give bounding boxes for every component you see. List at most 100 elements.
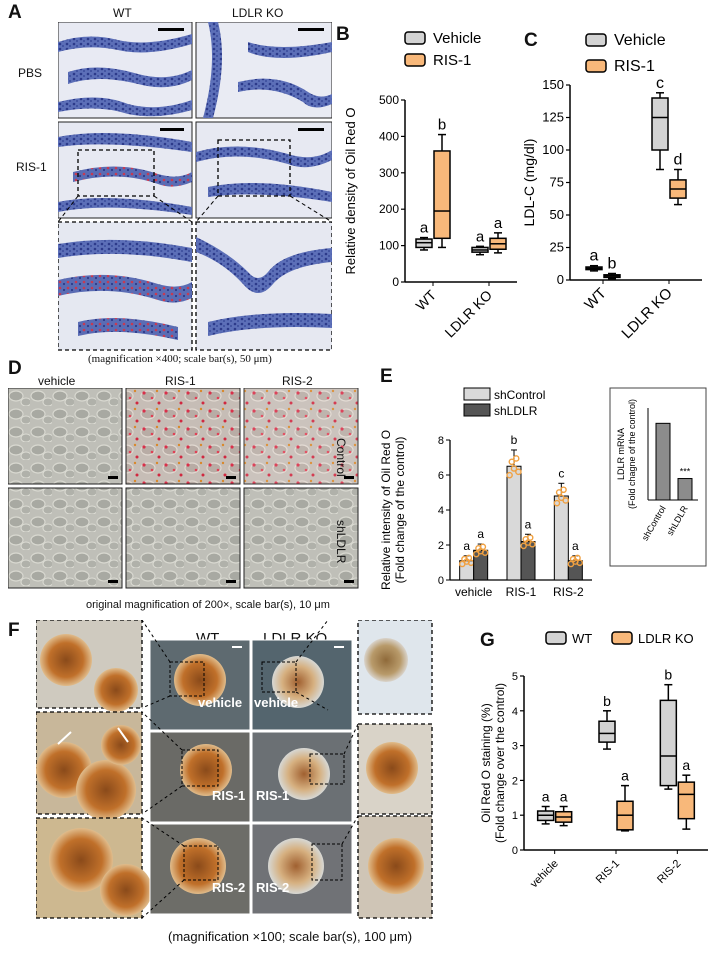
legend-label: WT: [572, 631, 592, 646]
legend-label: LDLR KO: [638, 631, 694, 646]
y-tick-label: 5: [512, 671, 518, 683]
y-axis-label-2: (Fold change over the control): [493, 683, 507, 843]
significance-letter: b: [603, 693, 611, 709]
panel-a-col-wt: WT: [113, 6, 132, 20]
box-ris-1: [433, 150, 451, 240]
panel-d-col-ris1: RIS-1: [165, 374, 196, 388]
panel-f-label-ko-ris1: RIS-1: [256, 788, 290, 803]
significance-letter: a: [494, 215, 503, 232]
significance-letter: c: [558, 466, 564, 480]
panel-a-row-pbs: PBS: [18, 66, 43, 80]
panel-a-row-ris1: RIS-1: [16, 160, 47, 174]
significance-letter: a: [420, 220, 429, 237]
data-point: [472, 550, 480, 558]
x-tick-label: WT: [412, 286, 439, 313]
y-tick-label: 500: [379, 93, 399, 107]
significance-letter: a: [682, 757, 690, 773]
legend-label: RIS-1: [433, 52, 471, 69]
inset-bar: [655, 422, 671, 501]
legend-swatch: [585, 33, 607, 47]
y-tick-label: 6: [438, 470, 444, 482]
data-point: [560, 486, 567, 494]
legend-label: Vehicle: [614, 32, 666, 49]
x-tick-label: vehicle: [528, 858, 561, 891]
x-tick-label: RIS-1: [594, 858, 622, 886]
inset-y-label-2: (Fold chagne of the control): [627, 399, 637, 509]
legend-label: RIS-1: [614, 58, 655, 75]
panel-d-micrographs: [8, 388, 359, 589]
box-vehicle: [651, 97, 669, 151]
data-point: [529, 540, 536, 548]
significance-letter: b: [608, 256, 617, 273]
legend-swatch: [545, 631, 567, 645]
data-point: [576, 559, 584, 567]
a-wt-zoom-image: [58, 221, 193, 351]
panel-f-label-wt-ris2: RIS-2: [212, 880, 246, 895]
a-ko-pbs-image: [195, 22, 332, 119]
bar-shcontrol: [506, 465, 522, 581]
data-point: [520, 542, 527, 550]
data-point: [481, 549, 489, 556]
panel-f-label-wt-vehicle: vehicle: [198, 695, 243, 710]
y-tick-label: 50: [550, 207, 564, 222]
x-tick-label: LDLR KO: [441, 287, 495, 341]
significance-letter: a: [525, 517, 532, 531]
panel-d-row-control: Control: [334, 438, 348, 477]
inset-annotation: ***: [680, 467, 691, 477]
significance-letter: a: [476, 228, 485, 245]
data-point: [515, 468, 522, 476]
x-tick-label: vehicle: [455, 585, 493, 599]
panel-g-letter: G: [480, 630, 495, 651]
a-wt-pbs-image: [58, 22, 193, 119]
y-tick-label: 4: [512, 706, 518, 718]
panel-a-caption: (magnification ×400; scale bar(s), 50 μm…: [88, 353, 272, 365]
box-wt: [659, 699, 678, 787]
data-point: [562, 497, 570, 504]
y-tick-label: 25: [550, 240, 564, 255]
panel-a-col-ko: LDLR KO: [232, 6, 284, 20]
y-tick-label: 8: [438, 435, 444, 447]
panel-a-micrographs: [58, 22, 332, 351]
y-tick-label: 300: [379, 166, 399, 180]
panel-f-label-ko-vehicle: vehicle: [254, 695, 299, 710]
panel-e-letter: E: [380, 366, 393, 387]
data-point: [506, 471, 513, 479]
y-tick-label: 1: [512, 810, 518, 822]
data-point: [508, 458, 516, 466]
legend-swatch: [463, 387, 491, 401]
panel-f-letter: F: [8, 620, 20, 641]
y-axis-label-2: (Fold change of the control): [393, 437, 407, 584]
panel-a-letter: A: [8, 2, 22, 23]
significance-letter: c: [656, 75, 664, 92]
inset-bar: [677, 478, 693, 501]
panel-g-chart: WT LDLR KO 0 1 2 3 4 5 Oil Red O staining (%) (Fo…: [479, 631, 708, 891]
panel-f-micrographs: [36, 620, 433, 919]
legend-label: Vehicle: [433, 30, 481, 47]
significance-letter: d: [674, 152, 683, 169]
data-point: [479, 543, 487, 551]
significance-letter: a: [477, 527, 484, 541]
data-point: [526, 534, 534, 541]
panel-d-col-ris2: RIS-2: [282, 374, 313, 388]
panel-c-chart: Vehicle RIS-1 0 25 50 75 100 125 150 LDL-C (mg/dl…: [521, 32, 702, 342]
y-tick-label: 150: [542, 77, 564, 92]
y-tick-label: 2: [512, 775, 518, 787]
panel-f-caption: (magnification ×100; scale bar(s), 100 μ…: [168, 929, 413, 944]
y-tick-label: 0: [512, 845, 518, 857]
y-tick-label: 2: [438, 540, 444, 552]
significance-letter: a: [542, 789, 550, 805]
box-ldlr-ko: [677, 781, 696, 820]
legend-swatch: [611, 631, 633, 645]
legend-label: shControl: [494, 388, 545, 402]
a-wt-ris1-image: [58, 121, 193, 219]
significance-letter: a: [463, 539, 470, 553]
panel-b-chart: Vehicle RIS-1 0 100 200 300 400 500 Relative den…: [343, 30, 517, 341]
data-point: [512, 455, 520, 462]
legend-swatch: [585, 59, 607, 73]
panel-f-label-wt-ris1: RIS-1: [212, 788, 246, 803]
y-axis-label: Relative intensity of Oil Red O: [379, 430, 393, 590]
panel-d-letter: D: [8, 358, 22, 379]
significance-letter: a: [621, 768, 629, 784]
panel-c-letter: C: [524, 30, 538, 51]
y-axis-label: LDL-C (mg/dl): [521, 139, 537, 227]
